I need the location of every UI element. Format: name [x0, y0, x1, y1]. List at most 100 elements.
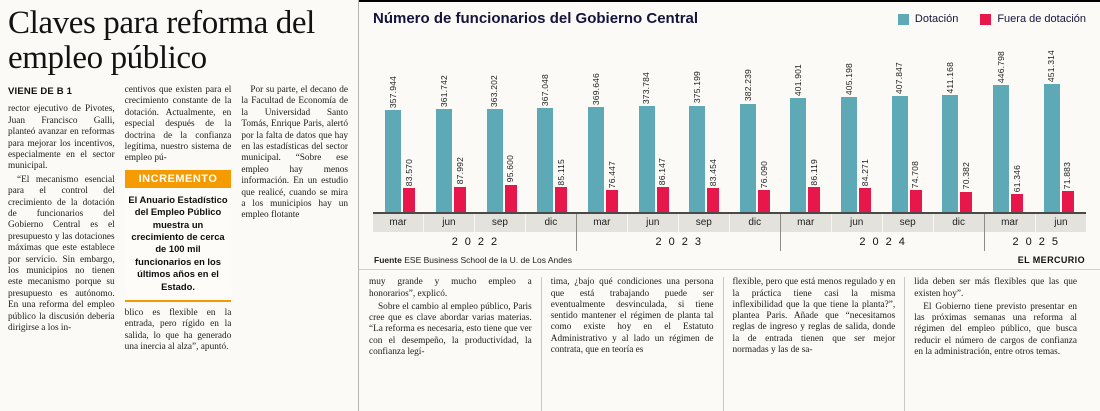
bar-group: 363.202 95.600	[476, 75, 527, 212]
bar-group: 367.048 85.115	[527, 74, 578, 212]
bar-column: 361.742	[435, 75, 452, 212]
bar-fuera-de-dotacion	[1011, 194, 1023, 212]
bar-dotacion	[739, 103, 756, 212]
bar-fuera-de-dotacion	[1061, 191, 1074, 212]
bar-column: 76.447	[605, 160, 618, 212]
bar-value-label: 83.454	[707, 158, 718, 186]
bar-value-label: 84.271	[859, 158, 870, 186]
article-column-4: muy grande y mucho empleo a honorarios”,…	[369, 277, 541, 411]
axis-quarter-label: sep	[679, 213, 730, 232]
bar-group: 411.168 70.382	[932, 62, 983, 212]
axis-quarter-label: mar	[985, 213, 1036, 232]
bar-value-label: 61.346	[1011, 165, 1022, 193]
article-paragraph: flexible, pero que está menos regulado y…	[732, 277, 896, 356]
article-headline: Claves para reforma del empleo público	[8, 5, 315, 76]
legend-swatch-dotacion	[897, 13, 909, 25]
bar-group: 446.798 61.346	[983, 51, 1034, 212]
bar-column: 61.346	[1011, 165, 1023, 212]
axis-quarter-label: sep	[475, 213, 526, 232]
article-paragraph: lida deben ser más flexibles que las que…	[914, 277, 1077, 299]
bar-group: 369.646 76.447	[578, 73, 629, 212]
highlight-box-label: INCREMENTO	[124, 169, 232, 188]
bar-dotacion	[790, 97, 807, 212]
highlight-box: INCREMENTO El Anuario Estadístico del Em…	[124, 169, 232, 303]
bar-column: 401.901	[790, 63, 807, 212]
bar-column: 375.199	[689, 71, 706, 212]
bar-dotacion	[993, 85, 1009, 212]
article-column-5: tima, ¿bajo qué condiciones una persona …	[540, 277, 723, 411]
bar-value-label: 401.901	[793, 63, 804, 96]
article-paragraph: muy grande y mucho empleo a honorarios”,…	[369, 277, 532, 299]
bar-column: 86.147	[656, 158, 669, 212]
bar-group: 405.198 84.271	[831, 63, 882, 212]
bar-column: 363.202	[486, 75, 503, 212]
bar-value-label: 85.115	[555, 158, 566, 186]
axis-quarter-row: mar jun sep dic	[780, 213, 984, 232]
bar-value-label: 76.090	[758, 160, 769, 188]
bar-value-label: 74.708	[910, 161, 921, 189]
axis-year-section: mar jun sep dic 2022	[373, 213, 577, 251]
bar-column: 87.992	[453, 157, 466, 212]
bar-fuera-de-dotacion	[960, 191, 973, 212]
chart-header: Número de funcionarios del Gobierno Cent…	[373, 10, 1086, 28]
bar-value-label: 83.570	[404, 158, 415, 186]
bar-column: 407.847	[891, 62, 908, 212]
axis-year-label: 2025	[984, 231, 1086, 251]
chart-source: Fuente ESE Business School de la U. de L…	[374, 255, 572, 265]
bar-group: 373.784 86.147	[628, 72, 679, 212]
bar-column: 411.168	[942, 61, 959, 212]
article-paragraph: blico es flexible en la entrada, pero rí…	[124, 308, 232, 353]
bar-column: 446.798	[993, 51, 1009, 212]
article-right-section: Número de funcionarios del Gobierno Cent…	[358, 0, 1100, 411]
axis-quarter-label: mar	[373, 213, 424, 232]
article-paragraph: Sobre el cambio al empleo público, Paris…	[369, 301, 532, 358]
bar-column: 367.048	[537, 73, 554, 212]
bar-group: 375.199 83.454	[679, 71, 730, 212]
bar-value-label: 76.447	[606, 160, 617, 188]
bar-chart: Número de funcionarios del Gobierno Cent…	[359, 0, 1100, 271]
bar-dotacion	[942, 95, 959, 212]
axis-quarter-label: jun	[832, 213, 883, 232]
chart-title: Número de funcionarios del Gobierno Cent…	[373, 10, 699, 27]
legend-item-fuera: Fuera de dotación	[980, 13, 1086, 25]
bar-dotacion	[587, 107, 604, 212]
article-column-6: flexible, pero que está menos regulado y…	[722, 277, 905, 411]
bar-value-label: 367.048	[539, 73, 550, 106]
bar-value-label: 87.992	[454, 157, 465, 185]
continuation-note: VIENE DE B 1	[8, 85, 73, 97]
axis-year-section: mar jun sep dic 2024	[780, 213, 985, 251]
axis-quarter-row: mar jun sep dic	[576, 213, 780, 232]
bar-column: 405.198	[841, 63, 858, 212]
article-columns: VIENE DE B 1 rector ejecutivo de Pivotes…	[8, 85, 348, 356]
bar-fuera-de-dotacion	[504, 184, 517, 212]
bar-value-label: 95.600	[505, 155, 516, 183]
bar-dotacion	[435, 109, 452, 212]
bar-fuera-de-dotacion	[859, 187, 872, 212]
axis-quarter-label: dic	[544, 216, 558, 228]
bar-value-label: 411.168	[945, 61, 956, 94]
axis-quarter-row: mar jun sep dic	[373, 213, 576, 232]
highlight-box-text: El Anuario Estadístico del Empleo Públic…	[128, 193, 228, 292]
bar-dotacion	[537, 107, 554, 212]
bar-value-label: 407.847	[894, 62, 905, 95]
chart-footer: Fuente ESE Business School de la U. de L…	[373, 251, 1086, 270]
article-bottom-section: muy grande y mucho empleo a honorarios”,…	[359, 270, 1100, 411]
bar-group: 361.742 87.992	[426, 75, 477, 212]
axis-quarter-label: dic	[952, 216, 965, 228]
bar-fuera-de-dotacion	[605, 189, 618, 212]
legend-swatch-fuera	[980, 13, 992, 25]
bar-fuera-de-dotacion	[808, 187, 821, 212]
bar-value-label: 451.314	[1046, 49, 1057, 82]
article-column-2: centivos que existen para el crecimiento…	[124, 84, 232, 356]
bar-column: 373.784	[638, 71, 655, 212]
article-paragraph: El Gobierno tiene previsto presentar en …	[914, 301, 1077, 358]
bar-dotacion	[891, 96, 908, 212]
bar-value-label: 373.784	[641, 71, 652, 104]
axis-quarter-row: mar jun	[984, 213, 1086, 232]
bar-column: 76.090	[757, 160, 770, 212]
article-paragraph: centivos que existen para el crecimiento…	[124, 84, 232, 164]
bar-fuera-de-dotacion	[555, 187, 568, 212]
axis-year-label: 2024	[780, 231, 984, 251]
article-paragraph: “El mecanismo esencial para el control d…	[8, 174, 115, 334]
article-column-3: Por su parte, el decano de la Facultad d…	[241, 85, 348, 356]
